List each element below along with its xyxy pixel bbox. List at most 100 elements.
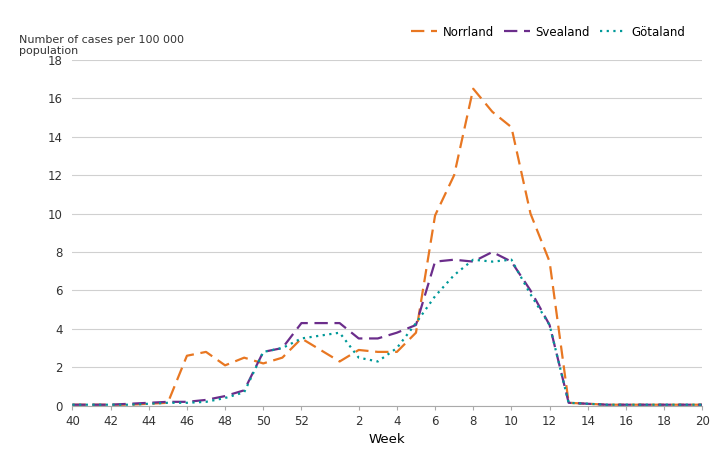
- Svealand: [278, 345, 287, 351]
- Svealand: [488, 249, 497, 255]
- Norrland: [144, 401, 153, 407]
- Norrland: [87, 402, 96, 408]
- Götaland: [221, 395, 230, 401]
- Svealand: [698, 402, 707, 408]
- Norrland: [698, 402, 707, 408]
- Svealand: [335, 320, 344, 326]
- X-axis label: Week: Week: [369, 433, 405, 446]
- Svealand: [374, 336, 382, 341]
- Svealand: [584, 401, 592, 407]
- Svealand: [354, 336, 363, 341]
- Norrland: [240, 355, 248, 361]
- Götaland: [240, 390, 248, 395]
- Götaland: [374, 359, 382, 364]
- Svealand: [144, 400, 153, 406]
- Svealand: [125, 401, 134, 407]
- Norrland: [469, 86, 478, 91]
- Svealand: [679, 402, 688, 408]
- Svealand: [259, 349, 268, 355]
- Norrland: [431, 213, 439, 219]
- Götaland: [259, 349, 268, 355]
- Götaland: [392, 345, 401, 351]
- Götaland: [278, 345, 287, 351]
- Götaland: [564, 400, 573, 406]
- Götaland: [469, 257, 478, 262]
- Norrland: [679, 402, 688, 408]
- Svealand: [240, 388, 248, 393]
- Svealand: [564, 400, 573, 406]
- Götaland: [526, 291, 535, 297]
- Line: Norrland: Norrland: [72, 89, 702, 405]
- Svealand: [392, 330, 401, 336]
- Svealand: [660, 402, 668, 408]
- Svealand: [602, 402, 611, 408]
- Götaland: [660, 402, 668, 408]
- Götaland: [507, 257, 515, 262]
- Svealand: [297, 320, 306, 326]
- Legend: Norrland, Svealand, Götaland: Norrland, Svealand, Götaland: [406, 21, 690, 43]
- Norrland: [412, 330, 421, 336]
- Götaland: [679, 402, 688, 408]
- Norrland: [106, 402, 115, 408]
- Götaland: [412, 320, 421, 326]
- Götaland: [698, 402, 707, 408]
- Svealand: [641, 402, 649, 408]
- Svealand: [431, 259, 439, 264]
- Götaland: [125, 402, 134, 408]
- Svealand: [545, 322, 554, 328]
- Götaland: [144, 401, 153, 407]
- Svealand: [106, 402, 115, 408]
- Götaland: [641, 402, 649, 408]
- Götaland: [488, 259, 497, 264]
- Norrland: [641, 402, 649, 408]
- Text: Number of cases per 100 000
population: Number of cases per 100 000 population: [19, 35, 184, 57]
- Svealand: [68, 402, 77, 408]
- Norrland: [335, 359, 344, 364]
- Götaland: [106, 402, 115, 408]
- Norrland: [68, 402, 77, 408]
- Götaland: [202, 399, 211, 405]
- Norrland: [202, 349, 211, 355]
- Norrland: [488, 109, 497, 115]
- Norrland: [622, 402, 631, 408]
- Norrland: [354, 347, 363, 353]
- Svealand: [412, 322, 421, 328]
- Svealand: [450, 257, 458, 262]
- Götaland: [602, 402, 611, 408]
- Svealand: [221, 393, 230, 399]
- Svealand: [87, 402, 96, 408]
- Götaland: [622, 402, 631, 408]
- Norrland: [564, 400, 573, 406]
- Götaland: [182, 400, 191, 406]
- Norrland: [125, 402, 134, 408]
- Norrland: [526, 211, 535, 216]
- Götaland: [68, 402, 77, 408]
- Götaland: [164, 400, 172, 406]
- Svealand: [526, 288, 535, 293]
- Götaland: [545, 322, 554, 328]
- Götaland: [87, 402, 96, 408]
- Götaland: [354, 355, 363, 361]
- Norrland: [392, 349, 401, 355]
- Götaland: [584, 401, 592, 407]
- Norrland: [450, 172, 458, 178]
- Götaland: [431, 294, 439, 299]
- Götaland: [335, 330, 344, 336]
- Norrland: [182, 353, 191, 359]
- Norrland: [374, 349, 382, 355]
- Götaland: [297, 336, 306, 341]
- Norrland: [545, 259, 554, 264]
- Norrland: [297, 336, 306, 341]
- Norrland: [660, 402, 668, 408]
- Svealand: [469, 259, 478, 264]
- Norrland: [164, 400, 172, 406]
- Line: Götaland: Götaland: [72, 260, 702, 405]
- Svealand: [164, 399, 172, 405]
- Svealand: [622, 402, 631, 408]
- Svealand: [182, 399, 191, 405]
- Svealand: [202, 397, 211, 403]
- Norrland: [221, 362, 230, 368]
- Norrland: [507, 124, 515, 130]
- Norrland: [584, 401, 592, 407]
- Götaland: [450, 272, 458, 278]
